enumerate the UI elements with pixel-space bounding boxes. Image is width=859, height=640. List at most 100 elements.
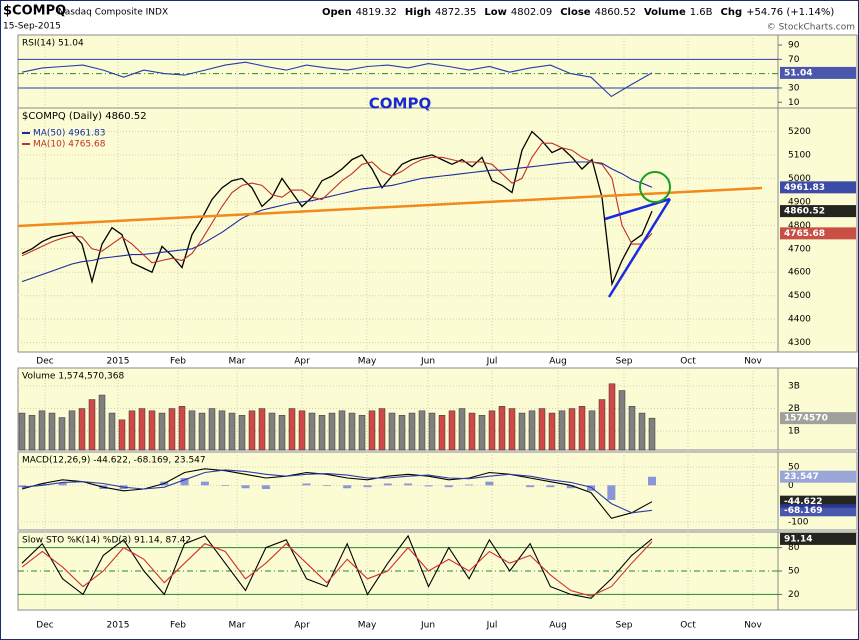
bar bbox=[618, 390, 626, 451]
x-tick-label: Nov bbox=[744, 357, 762, 367]
last-value-marker bbox=[780, 205, 856, 218]
x-tick-label: Dec bbox=[36, 621, 53, 631]
bar bbox=[108, 412, 116, 451]
y-tick-label: 2B bbox=[788, 404, 800, 414]
bar bbox=[548, 412, 556, 451]
x-tick-label: Sep bbox=[616, 357, 633, 367]
bar bbox=[58, 417, 66, 451]
series-line bbox=[21, 142, 653, 264]
credit: © StockCharts.com bbox=[767, 23, 855, 33]
bar bbox=[218, 410, 226, 451]
y-tick-label: 4900 bbox=[788, 197, 811, 207]
series-line bbox=[21, 161, 653, 283]
bar bbox=[48, 412, 56, 451]
bar bbox=[248, 410, 256, 451]
bar bbox=[628, 406, 636, 451]
bar bbox=[288, 408, 296, 451]
bar bbox=[608, 383, 616, 451]
y-tick-label: 50 bbox=[788, 463, 800, 473]
bar bbox=[518, 412, 526, 451]
x-tick-label: Aug bbox=[549, 357, 567, 367]
series-line bbox=[21, 469, 653, 514]
series-line bbox=[21, 61, 653, 98]
bar bbox=[363, 485, 372, 488]
panel bbox=[17, 107, 858, 353]
bar bbox=[228, 412, 236, 451]
quote-value: 4860.52 bbox=[595, 7, 636, 18]
bar bbox=[444, 485, 453, 488]
bar bbox=[607, 485, 616, 500]
last-value-label: 51.04 bbox=[784, 68, 812, 78]
annotations bbox=[17, 171, 763, 298]
bar bbox=[404, 483, 413, 486]
series-line bbox=[21, 541, 653, 597]
x-tick-label: Apr bbox=[294, 357, 310, 367]
quote: Open 4819.32 High 4872.35 Low 4802.09 Close 486… bbox=[322, 7, 834, 18]
bar bbox=[38, 410, 46, 451]
highlight-circle bbox=[639, 171, 671, 203]
bar bbox=[587, 485, 596, 491]
bar bbox=[58, 482, 67, 486]
x-tick-label: Nov bbox=[744, 621, 762, 631]
last-value-label: -68.169 bbox=[784, 506, 822, 516]
date: 15-Sep-2015 bbox=[3, 22, 61, 32]
quote-label: High bbox=[405, 7, 431, 18]
y-tick-label: 4600 bbox=[788, 268, 811, 278]
panel-title: MACD(12,26,9) -44.622, -68.169, 23.547 bbox=[22, 456, 206, 466]
bar bbox=[68, 410, 76, 451]
series-line bbox=[21, 468, 653, 519]
quote-value: 4802.09 bbox=[511, 7, 552, 18]
legend-label: MA(50) 4961.83 bbox=[33, 129, 105, 139]
bar bbox=[508, 408, 516, 451]
bar bbox=[598, 399, 606, 451]
bar bbox=[98, 394, 106, 451]
y-tick-label: 1B bbox=[788, 427, 800, 437]
bar bbox=[221, 485, 230, 487]
quote-label: Chg bbox=[721, 7, 743, 18]
y-tick-label: 4500 bbox=[788, 291, 811, 301]
bar bbox=[488, 410, 496, 451]
bar bbox=[148, 410, 156, 451]
bar bbox=[538, 408, 546, 451]
last-value-label: -44.622 bbox=[784, 497, 822, 507]
bar bbox=[318, 415, 326, 451]
y-tick-label: 4700 bbox=[788, 244, 811, 254]
x-tick-label: Feb bbox=[170, 357, 186, 367]
bar bbox=[298, 410, 306, 451]
panel bbox=[17, 451, 858, 531]
bar bbox=[408, 412, 416, 451]
last-value-label: 4961.83 bbox=[784, 183, 825, 193]
bar bbox=[28, 415, 36, 451]
bar bbox=[188, 410, 196, 451]
quote-label: Low bbox=[484, 7, 506, 18]
symbol-name: Nasdaq Composite INDX bbox=[58, 8, 168, 18]
series-line bbox=[21, 534, 653, 599]
y-tick-label: 3B bbox=[788, 382, 800, 392]
bar bbox=[368, 410, 376, 451]
legend-label: MA(10) 4765.68 bbox=[33, 140, 106, 150]
y-tick-label: 80 bbox=[788, 543, 800, 553]
bar bbox=[498, 406, 506, 451]
x-tick-label: Apr bbox=[294, 621, 310, 631]
y-tick-label: 0 bbox=[788, 481, 794, 491]
y-tick-label: -100 bbox=[788, 517, 809, 527]
quote-label: Close bbox=[560, 7, 591, 18]
x-tick-label: Jun bbox=[420, 621, 435, 631]
x-tick-label: Jul bbox=[486, 357, 498, 367]
symbol: $COMPQ bbox=[3, 4, 66, 19]
bar bbox=[238, 415, 246, 451]
y-tick-label: 4400 bbox=[788, 315, 811, 325]
y-tick-label: 5000 bbox=[788, 174, 811, 184]
bar bbox=[208, 408, 216, 451]
annotation-label: COMPQ bbox=[369, 95, 431, 113]
bar bbox=[18, 485, 26, 488]
y-tick-label: 30 bbox=[788, 83, 800, 93]
bar bbox=[588, 410, 596, 451]
bar bbox=[138, 408, 146, 451]
bar bbox=[546, 485, 555, 488]
y-tick-label: 5100 bbox=[788, 150, 811, 160]
x-tick-label: Mar bbox=[229, 621, 246, 631]
last-value-label: 1574570 bbox=[784, 414, 828, 424]
bar bbox=[465, 484, 474, 486]
